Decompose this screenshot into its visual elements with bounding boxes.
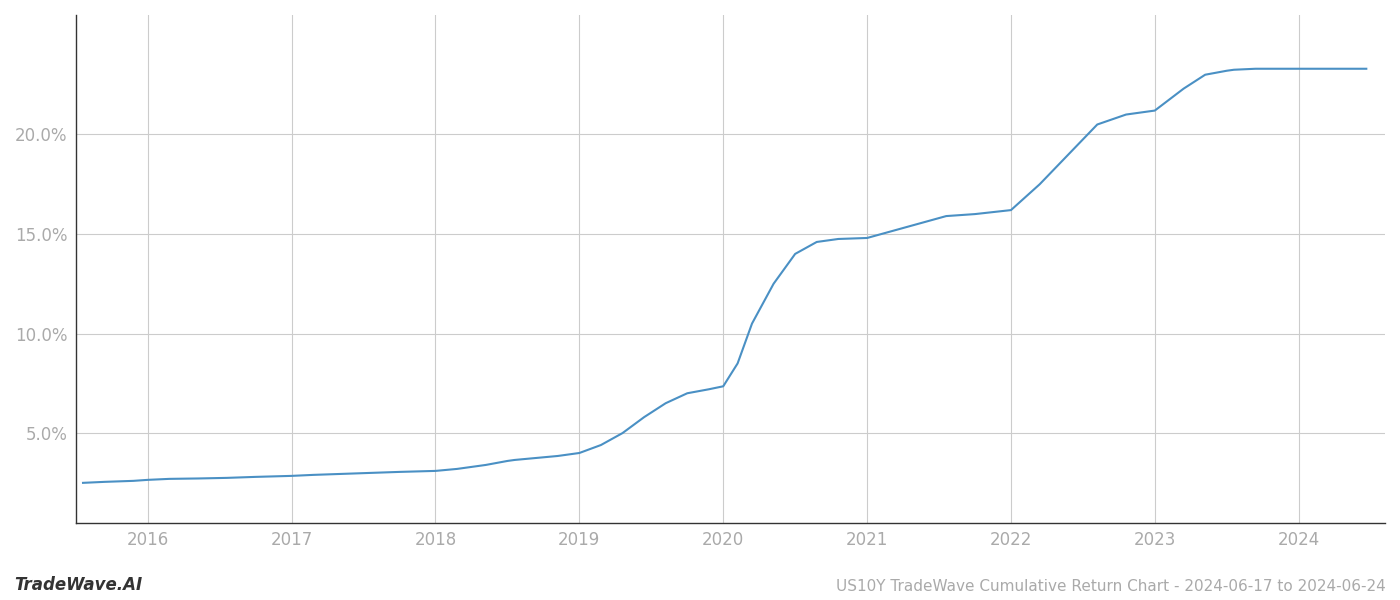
Text: TradeWave.AI: TradeWave.AI <box>14 576 143 594</box>
Text: US10Y TradeWave Cumulative Return Chart - 2024-06-17 to 2024-06-24: US10Y TradeWave Cumulative Return Chart … <box>836 579 1386 594</box>
